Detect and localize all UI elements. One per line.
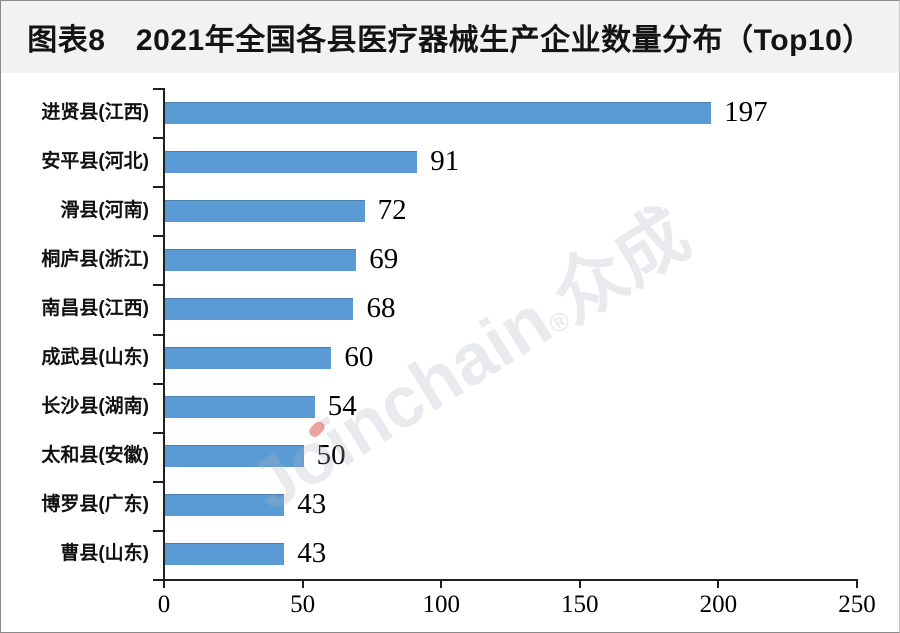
registered-trademark-icon: ® [543,304,576,340]
bar [165,101,712,124]
x-axis-tick-label: 150 [561,591,599,618]
category-label: 博罗县(广东) [41,494,149,516]
bar [165,248,357,271]
y-axis-tick [153,235,163,238]
y-axis-line [163,88,165,581]
x-axis-tick [856,579,858,588]
x-axis-tick-label: 0 [157,591,171,618]
value-label: 54 [327,390,357,423]
category-label: 安平县(河北) [41,150,149,172]
watermark-cjk: 众成 [538,193,703,339]
plot-area: Joinchain®众成 0 50 100 150 200 250 进贤县(江西) 197 安平… [1,73,899,632]
x-axis-tick [440,579,443,588]
category-label: 南昌县(江西) [41,297,149,319]
bar [165,150,418,173]
value-label: 43 [297,537,327,570]
y-axis-tick [153,186,163,189]
x-axis-tick-label: 200 [699,591,738,618]
bar [165,396,315,419]
x-axis-line [163,579,858,581]
bar [165,543,285,566]
y-axis-tick [153,431,163,434]
y-axis-tick [153,88,163,90]
category-label: 桐庐县(浙江) [41,248,149,270]
bar [165,199,365,222]
x-axis-tick [301,579,304,588]
value-label: 68 [366,291,396,324]
x-axis-tick-label: 100 [422,591,460,618]
value-label: 197 [724,95,768,128]
watermark-i-dot [307,419,327,440]
category-label: 成武县(山东) [41,347,149,369]
category-label: 曹县(山东) [60,543,149,565]
y-axis-tick [153,480,163,483]
category-label: 太和县(安徽) [41,445,149,467]
bar [165,494,285,517]
y-axis-tick [153,284,163,287]
value-label: 91 [430,144,460,177]
category-label: 滑县(河南) [60,199,149,221]
x-axis-tick [578,579,581,588]
category-label: 进贤县(江西) [41,101,149,123]
bar [165,347,332,370]
y-axis-tick [153,333,163,336]
value-label: 60 [344,341,374,374]
value-label: 72 [377,193,407,226]
x-axis-tick-label: 50 [290,591,316,618]
bar [165,297,354,320]
bar [165,445,304,468]
category-label: 长沙县(湖南) [41,396,149,418]
value-label: 69 [369,242,399,275]
x-axis-tick-label: 250 [838,591,876,618]
y-axis-tick [153,529,163,532]
value-label: 50 [316,439,346,472]
x-axis-tick [717,579,720,588]
chart-title: 图表8 2021年全国各县医疗器械生产企业数量分布（Top10） [27,24,873,57]
y-axis-tick [153,137,163,140]
title-band: 图表8 2021年全国各县医疗器械生产企业数量分布（Top10） [1,1,899,73]
y-axis-tick [153,579,163,581]
x-axis-tick [163,579,165,588]
y-axis-tick [153,382,163,385]
value-label: 43 [297,488,327,521]
